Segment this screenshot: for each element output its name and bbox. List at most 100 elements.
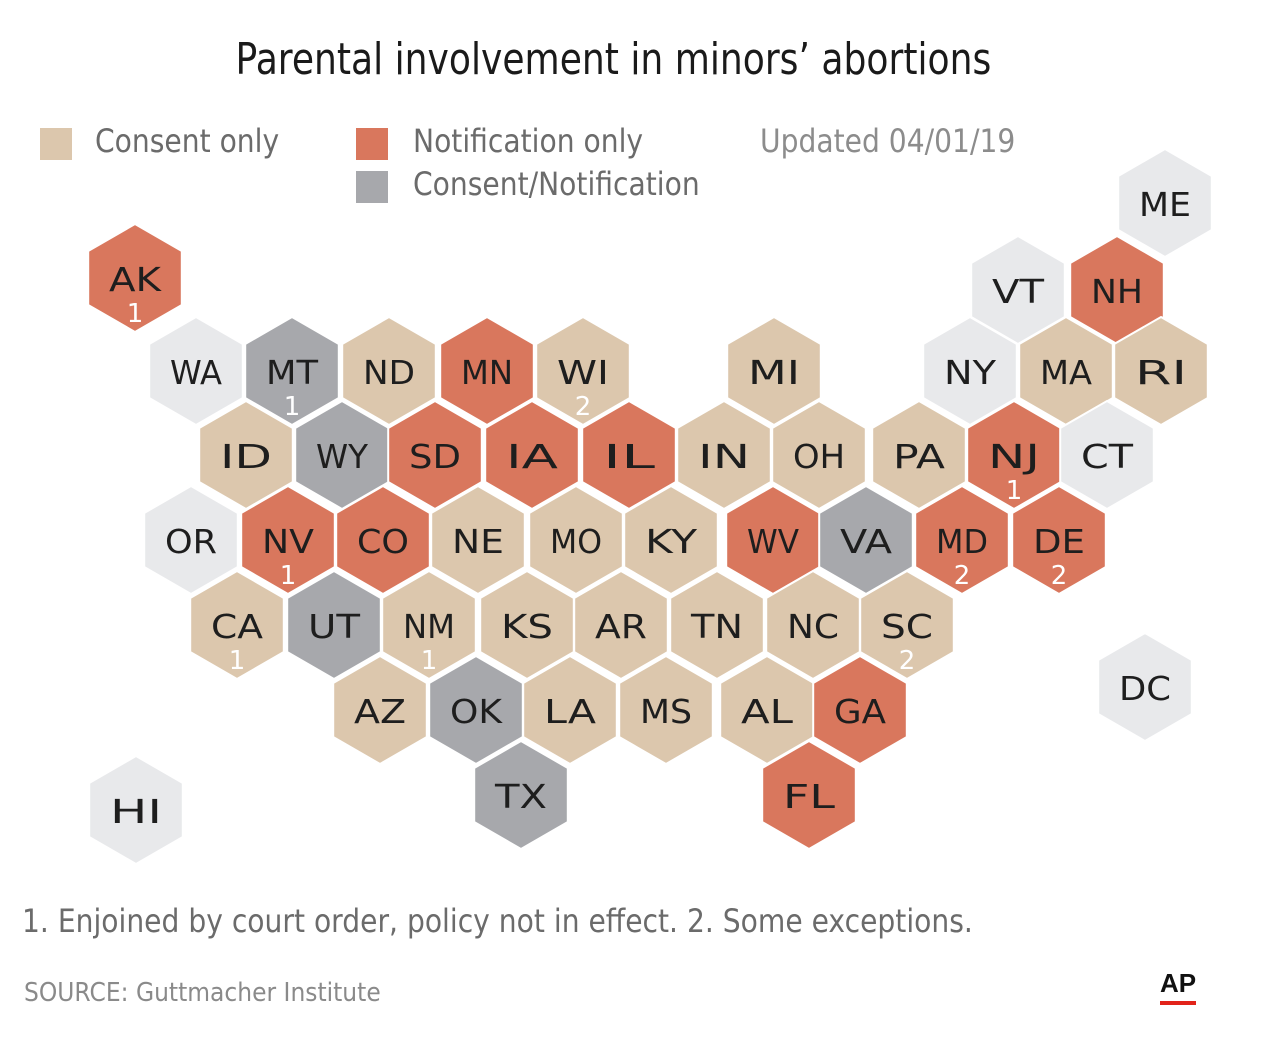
state-note-sc: 2 (899, 646, 916, 676)
legend-label-consent: Consent only (95, 122, 280, 160)
state-label-ok: OK (450, 692, 503, 731)
legend-label-both: Consent/Notification (413, 165, 700, 203)
state-label-ia: IA (506, 437, 559, 476)
state-tile-ct: CT (1059, 399, 1155, 511)
hex-wi (535, 315, 631, 427)
state-tile-oh: OH (771, 399, 867, 511)
state-tile-nh: NH (1069, 234, 1165, 346)
source-credit: SOURCE: Guttmacher Institute (24, 978, 381, 1008)
state-label-fl: FL (783, 777, 836, 816)
state-label-mo: MO (550, 522, 602, 561)
legend-swatch-consent (40, 128, 72, 160)
state-note-ca: 1 (229, 646, 246, 676)
state-label-nv: NV (262, 522, 314, 561)
state-label-ny: NY (944, 353, 997, 392)
state-label-oh: OH (793, 437, 845, 476)
state-tile-ar: AR (573, 569, 669, 681)
hex-nd (341, 315, 437, 427)
state-tile-ia: IA (484, 399, 580, 511)
state-tile-al: AL (719, 654, 815, 766)
hex-tx (473, 739, 569, 851)
state-label-ar: AR (595, 607, 647, 646)
state-label-ut: UT (308, 607, 361, 646)
hex-ri (1113, 315, 1209, 427)
hex-nm (381, 569, 477, 681)
hex-in (676, 399, 772, 511)
state-tile-nd: ND (341, 315, 437, 427)
state-tile-ri: RI (1113, 315, 1209, 427)
hex-vt (970, 234, 1066, 346)
state-label-tx: TX (494, 777, 547, 816)
state-tile-wi: WI2 (535, 315, 631, 427)
state-label-mt: MT (266, 353, 319, 392)
hex-mo (528, 484, 624, 596)
hex-pa (871, 399, 967, 511)
hex-az (332, 654, 428, 766)
hex-me (1117, 147, 1213, 259)
state-label-me: ME (1139, 185, 1191, 224)
hex-sc (859, 569, 955, 681)
state-tile-dc: DC (1097, 631, 1193, 743)
state-label-ne: NE (452, 522, 504, 561)
hex-de (1011, 484, 1107, 596)
state-label-hi: HI (110, 792, 162, 831)
state-label-ms: MS (640, 692, 692, 731)
state-note-md: 2 (954, 561, 971, 591)
state-tile-il: IL (581, 399, 677, 511)
hex-dc (1097, 631, 1193, 743)
state-label-nc: NC (787, 607, 839, 646)
hex-ct (1059, 399, 1155, 511)
state-label-nj: NJ (988, 437, 1040, 476)
hex-co (335, 484, 431, 596)
state-label-az: AZ (354, 692, 406, 731)
state-label-nm: NM (403, 607, 455, 646)
state-label-id: ID (220, 437, 272, 476)
state-tile-la: LA (522, 654, 618, 766)
hex-ms (618, 654, 714, 766)
hex-ia (484, 399, 580, 511)
state-label-ma: MA (1040, 353, 1092, 392)
state-tile-me: ME (1117, 147, 1213, 259)
state-tile-mi: MI (726, 315, 822, 427)
state-label-nd: ND (363, 353, 415, 392)
hex-md (914, 484, 1010, 596)
hex-ny (922, 315, 1018, 427)
state-label-al: AL (741, 692, 794, 731)
state-tile-pa: PA (871, 399, 967, 511)
hex-hi (88, 754, 184, 866)
state-tile-ga: GA (812, 654, 908, 766)
state-label-mn: MN (461, 353, 513, 392)
state-label-va: VA (840, 522, 893, 561)
state-label-in: IN (698, 437, 750, 476)
hex-ca (189, 569, 285, 681)
state-tile-in: IN (676, 399, 772, 511)
state-label-wa: WA (170, 353, 222, 392)
state-tile-ks: KS (479, 569, 575, 681)
hex-ne (430, 484, 526, 596)
state-note-de: 2 (1051, 561, 1068, 591)
state-label-nh: NH (1091, 272, 1143, 311)
ap-logo: AP (1160, 968, 1197, 998)
chart-title: Parental involvement in minors’ abortion… (235, 34, 992, 85)
state-label-wv: WV (747, 522, 799, 561)
state-label-ak: AK (109, 260, 163, 299)
state-label-de: DE (1033, 522, 1085, 561)
state-label-il: IL (603, 437, 656, 476)
legend-swatch-notification (356, 128, 388, 160)
state-tile-nj: NJ1 (966, 399, 1062, 511)
hex-mi (726, 315, 822, 427)
hex-nv (240, 484, 336, 596)
state-tile-wy: WY (294, 399, 390, 511)
state-label-sc: SC (881, 607, 933, 646)
state-label-wy: WY (316, 437, 369, 476)
hex-mn (439, 315, 535, 427)
hex-oh (771, 399, 867, 511)
hex-tn (669, 569, 765, 681)
state-tile-ne: NE (430, 484, 526, 596)
state-note-nv: 1 (280, 561, 297, 591)
state-label-ky: KY (645, 522, 698, 561)
state-note-nm: 1 (421, 646, 438, 676)
hex-or (143, 484, 239, 596)
state-label-ca: CA (211, 607, 263, 646)
